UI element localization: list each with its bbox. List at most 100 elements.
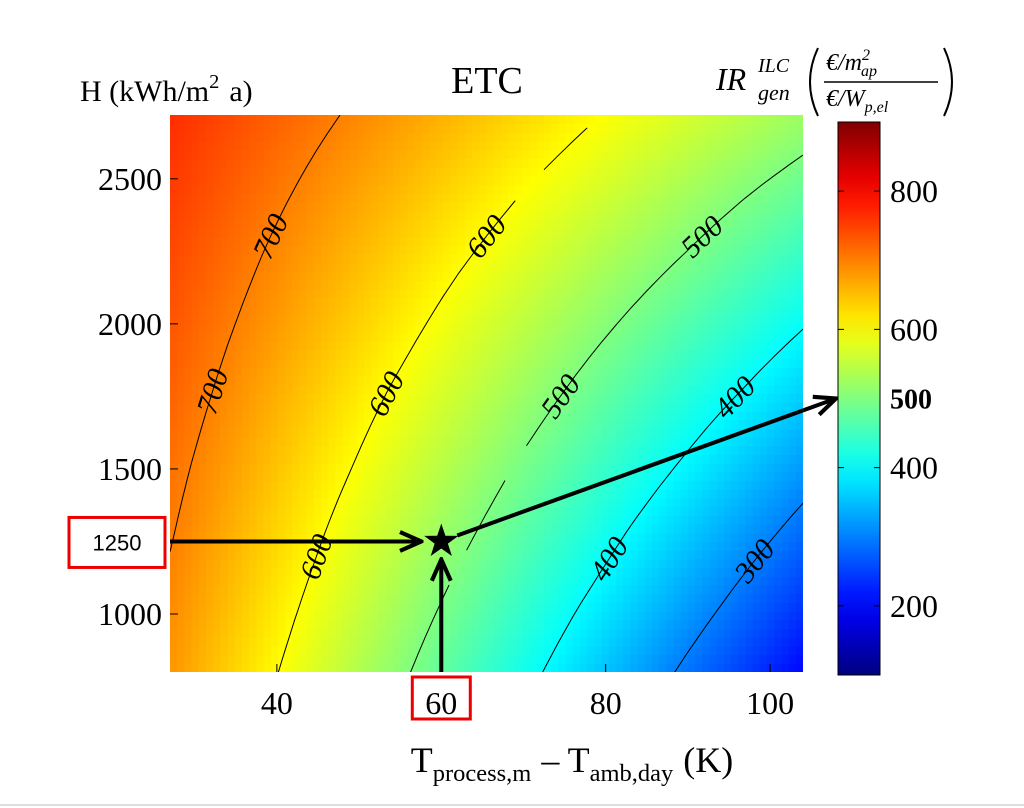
- heat-cell: [306, 645, 315, 656]
- heat-cell: [781, 428, 790, 438]
- heat-cell: [572, 628, 581, 638]
- heat-cell: [565, 454, 574, 464]
- heat-cell: [364, 480, 373, 490]
- heat-cell: [687, 228, 696, 238]
- heat-cell: [364, 558, 373, 569]
- heat-cell: [716, 506, 725, 516]
- heat-cell: [544, 471, 552, 482]
- heat-cell: [623, 637, 631, 647]
- heat-cell: [723, 619, 732, 630]
- heat-cell: [745, 506, 754, 516]
- heat-cell: [651, 506, 660, 516]
- heat-cell: [392, 437, 401, 447]
- heat-cell: [601, 567, 610, 577]
- heat-cell: [731, 619, 739, 630]
- heat-cell: [263, 480, 272, 490]
- heat-cell: [680, 628, 689, 638]
- heat-cell: [385, 506, 394, 516]
- heat-cell: [580, 550, 588, 560]
- heat-cell: [428, 654, 437, 664]
- heat-cell: [392, 524, 401, 534]
- heat-cell: [184, 576, 193, 586]
- heat-cell: [450, 306, 459, 316]
- heat-cell: [630, 402, 639, 412]
- heat-cell: [565, 367, 574, 377]
- heat-cell: [464, 576, 473, 586]
- heat-cell: [709, 480, 718, 490]
- heat-cell: [306, 376, 315, 386]
- heat-cell: [759, 289, 768, 299]
- heat-cell: [299, 271, 308, 281]
- heat-cell: [551, 584, 560, 595]
- heat-cell: [328, 236, 337, 247]
- heat-cell: [213, 558, 221, 569]
- heat-cell: [479, 663, 488, 672]
- heat-cell: [781, 210, 790, 221]
- heat-cell: [205, 558, 214, 569]
- heat-cell: [299, 402, 308, 412]
- heat-cell: [378, 236, 387, 247]
- heat-cell: [572, 445, 581, 456]
- heat-cell: [731, 445, 739, 456]
- heat-cell: [342, 228, 351, 238]
- heat-cell: [414, 611, 423, 621]
- heat-cell: [745, 654, 754, 664]
- heat-cell: [177, 480, 185, 490]
- heat-cell: [220, 228, 229, 238]
- heat-cell: [198, 167, 207, 177]
- heat-cell: [522, 471, 531, 482]
- heat-cell: [241, 628, 250, 638]
- heat-cell: [371, 619, 380, 630]
- heat-cell: [716, 393, 725, 403]
- heat-cell: [170, 123, 178, 134]
- heat-cell: [184, 262, 193, 273]
- heat-cell: [277, 637, 286, 647]
- heat-cell: [191, 593, 200, 603]
- heat-cell: [788, 323, 797, 334]
- heat-cell: [572, 297, 581, 308]
- heat-cell: [270, 445, 279, 456]
- heat-cell: [601, 611, 610, 621]
- heat-cell: [184, 358, 193, 368]
- heat-cell: [781, 289, 790, 299]
- heat-cell: [644, 193, 653, 203]
- heat-cell: [335, 558, 344, 569]
- heat-cell: [615, 410, 624, 421]
- heat-cell: [601, 341, 610, 351]
- heat-cell: [342, 628, 351, 638]
- heat-cell: [508, 541, 516, 551]
- heat-cell: [630, 558, 639, 569]
- heat-cell: [623, 384, 631, 395]
- heat-cell: [637, 410, 646, 421]
- heat-cell: [486, 271, 495, 281]
- heat-cell: [414, 506, 423, 516]
- heat-cell: [443, 384, 452, 395]
- heat-cell: [292, 280, 301, 290]
- heat-cell: [450, 645, 459, 656]
- heat-cell: [220, 628, 229, 638]
- heat-cell: [464, 584, 473, 595]
- heat-cell: [177, 132, 185, 142]
- heat-cell: [184, 454, 193, 464]
- heat-cell: [428, 445, 437, 456]
- heat-cell: [515, 367, 524, 377]
- heat-cell: [615, 289, 624, 299]
- heat-cell: [371, 254, 380, 264]
- heat-cell: [227, 254, 236, 264]
- heat-cell: [702, 619, 711, 630]
- heat-cell: [364, 323, 373, 334]
- heat-cell: [457, 202, 466, 212]
- heat-cell: [464, 463, 473, 473]
- heat-cell: [515, 358, 524, 368]
- heat-cell: [249, 637, 257, 647]
- heat-cell: [788, 628, 797, 638]
- heat-cell: [508, 384, 516, 395]
- heat-cell: [544, 271, 552, 281]
- heat-cell: [292, 454, 301, 464]
- heat-cell: [587, 184, 595, 194]
- heat-cell: [666, 419, 675, 429]
- heat-cell: [313, 637, 322, 647]
- heat-cell: [313, 541, 322, 551]
- heat-cell: [335, 358, 344, 368]
- heat-cell: [205, 315, 214, 325]
